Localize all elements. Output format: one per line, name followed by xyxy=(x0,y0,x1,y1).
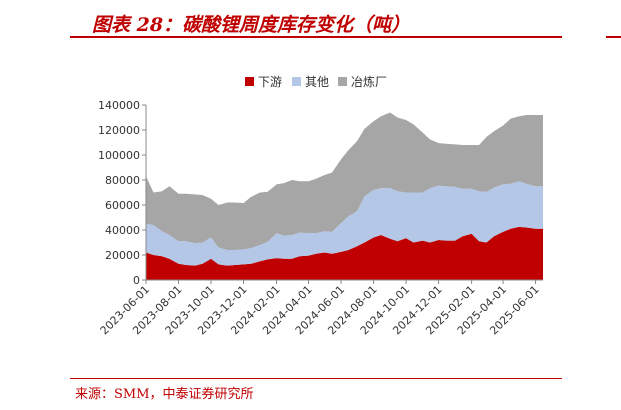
figure-title: 图表 28：碳酸锂周度库存变化（吨） xyxy=(92,14,411,36)
source-note: 来源：SMM，中泰证券研究所 xyxy=(75,387,254,402)
legend-label-1: 下游 xyxy=(258,75,282,89)
series-areas xyxy=(146,112,543,280)
series-area-1 xyxy=(146,226,543,280)
legend-label-3: 冶炼厂 xyxy=(351,74,387,89)
legend-label-2: 其他 xyxy=(305,75,329,89)
y-tick-label: 60000 xyxy=(105,199,140,212)
y-tick-label: 40000 xyxy=(105,224,140,237)
stacked-area-chart: 下游 其他 冶炼厂 0 20000 40000 60000 80000 100000 12000… xyxy=(98,74,543,337)
source-rule xyxy=(70,378,562,379)
legend-swatch-2 xyxy=(292,77,301,86)
y-tick-label: 120000 xyxy=(98,124,140,137)
legend: 下游 其他 冶炼厂 xyxy=(245,74,387,89)
y-tick-label: 20000 xyxy=(105,249,140,262)
title-rule xyxy=(70,36,562,38)
y-tick-label: 80000 xyxy=(105,174,140,187)
y-tick-label: 0 xyxy=(133,274,140,287)
right-edge-rule xyxy=(606,36,621,38)
series-area-2 xyxy=(146,181,543,266)
y-tick-label: 100000 xyxy=(98,149,140,162)
legend-swatch-3 xyxy=(338,77,347,86)
legend-swatch-1 xyxy=(245,77,254,86)
series-area-3 xyxy=(146,112,543,250)
y-tick-label: 140000 xyxy=(98,99,140,112)
